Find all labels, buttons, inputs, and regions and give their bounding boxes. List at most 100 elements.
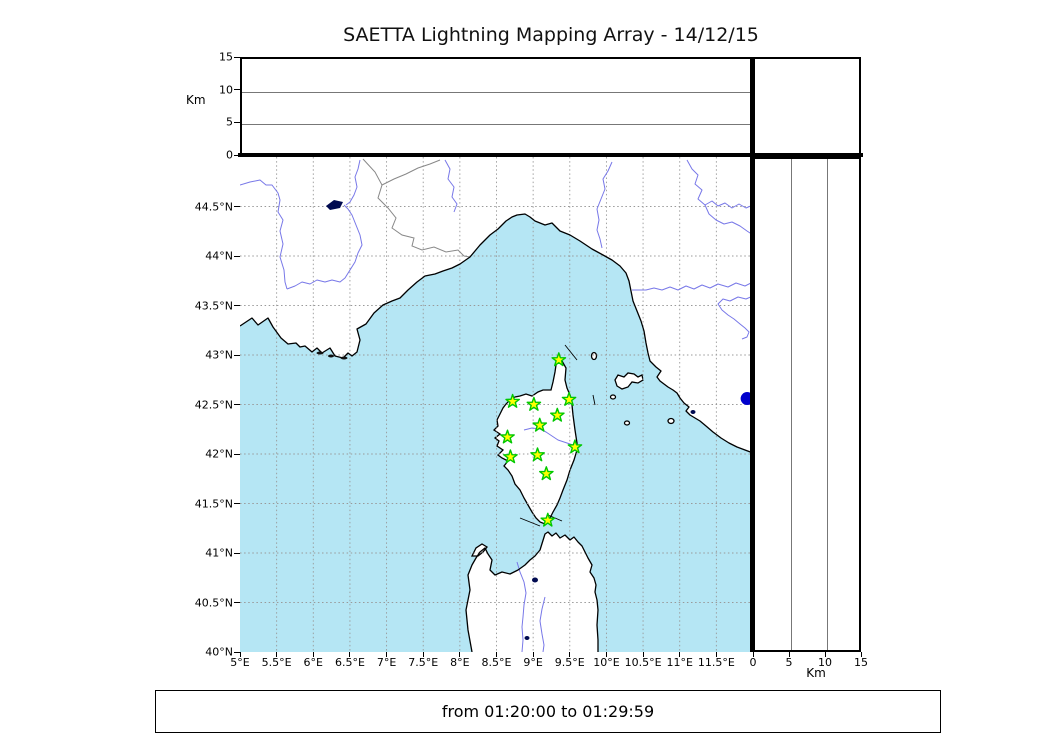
- tick-mark: [234, 651, 240, 653]
- latitude-tick-label: 42.5°N: [194, 398, 233, 411]
- station-marker: [500, 429, 515, 444]
- altitude-tick-label: 0: [226, 148, 233, 162]
- tick-mark: [860, 652, 862, 657]
- station-markers: [500, 352, 583, 527]
- river: [444, 159, 458, 213]
- station-marker: [530, 447, 545, 462]
- station-marker: [539, 466, 554, 481]
- coastline-group: [240, 213, 753, 652]
- tick-mark: [569, 652, 571, 657]
- latitude-tick-label: 40°N: [205, 645, 233, 659]
- river: [286, 204, 363, 290]
- time-window-box: from 01:20:00 to 01:29:59: [155, 690, 941, 733]
- france-italy-border: [362, 158, 471, 258]
- altitude-tick-label: 10: [219, 83, 233, 97]
- longitude-tick-label: 10.5°E: [624, 656, 662, 669]
- river: [717, 295, 753, 340]
- tick-mark: [679, 652, 681, 657]
- tick-mark: [349, 652, 351, 657]
- longitude-tick-label: 8.5°E: [481, 656, 512, 669]
- tick-mark: [532, 652, 534, 657]
- altitude-gridline-10km: [827, 159, 828, 650]
- giglio-island: [667, 417, 675, 425]
- river-golo: [523, 427, 577, 447]
- longitude-tick-label: 7.5°E: [408, 656, 439, 669]
- tick-mark: [312, 652, 314, 657]
- station-marker: [561, 391, 577, 406]
- tick-mark: [234, 602, 240, 603]
- country-border: [381, 159, 441, 186]
- river: [516, 561, 527, 652]
- corner-histogram-panel: [753, 57, 861, 155]
- longitude-tick-label: 5.5°E: [261, 656, 292, 669]
- longitude-tick-label: 10°E: [593, 656, 620, 669]
- longitude-tick-label: 11°E: [666, 656, 693, 669]
- river: [539, 596, 546, 652]
- altitude-km-tick-label: 5: [785, 656, 793, 669]
- chart-title: SAETTA Lightning Mapping Array - 14/12/1…: [343, 24, 759, 46]
- tick-mark: [715, 652, 717, 657]
- altitude-tick-label: 15: [219, 50, 233, 64]
- capraia-island: [590, 351, 598, 361]
- lake: [524, 636, 530, 640]
- station-marker: [540, 512, 556, 527]
- latitude-tick-label: 44°N: [205, 249, 233, 263]
- lake-serre-poncon: [326, 200, 343, 210]
- altitude-tick-label: 5: [226, 115, 233, 129]
- graticule-gridlines: [240, 157, 753, 652]
- tick-mark: [234, 56, 240, 58]
- latitude-tick-label: 40.5°N: [194, 596, 233, 609]
- station-marker: [532, 417, 548, 432]
- shared-axis-line-horizontal: [238, 153, 863, 157]
- montecristo-island: [623, 420, 631, 426]
- map-panel: [240, 157, 753, 652]
- altitude-latitude-panel: [753, 157, 861, 652]
- continent-coastline: [240, 213, 753, 454]
- tick-mark: [459, 652, 461, 657]
- river: [686, 159, 753, 209]
- tick-mark: [234, 552, 240, 554]
- river-arno: [632, 281, 753, 291]
- river: [596, 161, 613, 249]
- latitude-tick-label: 43°N: [205, 348, 233, 362]
- river: [240, 179, 288, 290]
- pianosa-island: [609, 394, 617, 400]
- latitude-tick-label: 42°N: [205, 447, 233, 461]
- lightning-source-dots: [740, 392, 753, 406]
- coast-line-segment: [592, 394, 596, 406]
- tick-mark: [234, 121, 240, 123]
- station-marker: [526, 396, 542, 411]
- continent-land: [240, 157, 753, 453]
- latitude-tick-label: 41°N: [205, 546, 233, 560]
- sardinia-coastline: [465, 531, 599, 652]
- tick-mark: [234, 255, 240, 257]
- tick-mark: [234, 154, 240, 156]
- longitude-tick-label: 6°E: [303, 656, 324, 669]
- tick-mark: [234, 354, 240, 356]
- tick-mark: [276, 652, 278, 657]
- river: [345, 159, 361, 206]
- tick-mark: [605, 652, 607, 657]
- altitude-gridline-5km: [791, 159, 792, 650]
- tick-mark: [496, 652, 497, 657]
- longitude-tick-label: 11.5°E: [697, 656, 735, 669]
- altitude-longitude-panel: [240, 57, 753, 155]
- altitude-km-tick-label: 10: [818, 656, 832, 669]
- hyeres-islet: [340, 356, 348, 360]
- lagoon-argentario: [690, 410, 696, 414]
- station-marker: [505, 393, 520, 408]
- strait-line-segment: [519, 517, 541, 527]
- tick-mark: [234, 404, 240, 405]
- altitude-km-tick-label: 15: [854, 656, 868, 669]
- rivers-group: [240, 159, 753, 652]
- altitude-gridline-10km: [242, 91, 751, 93]
- altitude-km-tick-label: 0: [749, 656, 757, 669]
- altitude-gridline-5km: [242, 124, 751, 126]
- tick-mark: [642, 652, 644, 657]
- tick-mark: [234, 503, 240, 504]
- tick-mark: [422, 652, 424, 657]
- country-border-group: [362, 158, 471, 258]
- tick-mark: [234, 206, 240, 207]
- longitude-tick-label: 8°E: [450, 656, 470, 669]
